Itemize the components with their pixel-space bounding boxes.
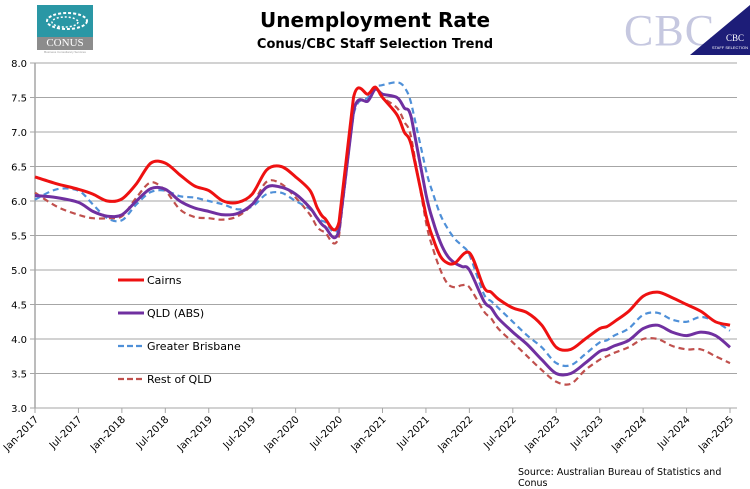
series-line-cairns: [34, 85, 731, 352]
y-tick-label: 3.0: [11, 404, 27, 415]
x-tick-label: Jan-2023: [522, 414, 562, 454]
x-tick-label: Jul-2021: [394, 414, 432, 452]
legend-label: Cairns: [147, 274, 182, 287]
y-axis-ticks: 3.0 3.5 4.0 4.5 5.0 5.5 6.0 6.5 7.0 7.5 8.0: [11, 59, 27, 415]
legend-label: Rest of QLD: [147, 373, 212, 386]
cbc-logo: CBC CBC STAFF SELECTION: [622, 5, 750, 55]
y-tick-label: 6.0: [11, 197, 27, 208]
y-tick-label: 4.5: [11, 301, 27, 312]
y-tick-label: 3.5: [11, 370, 27, 381]
x-tick-label: Jul-2023: [568, 414, 606, 452]
y-tick-label: 6.5: [11, 163, 27, 174]
conus-logo-text: CONUS: [37, 37, 93, 50]
y-tick-label: 4.0: [11, 335, 27, 346]
y-tick-label: 5.5: [11, 232, 27, 243]
chart-title: Unemployment Rate: [259, 8, 491, 32]
x-tick-label: Jan-2025: [696, 414, 736, 454]
conus-swirl-icon: [37, 5, 93, 37]
x-tick-label: Jan-2019: [175, 414, 215, 454]
x-tick-label: Jul-2018: [134, 414, 172, 452]
series-line-qld-abs: [34, 87, 731, 377]
gridlines: [30, 62, 737, 409]
y-tick-label: 7.0: [11, 128, 27, 139]
x-tick-label: Jul-2020: [308, 414, 346, 452]
x-axis-ticks: Jan-2017 Jul-2017 Jan-2018 Jul-2018 Jan-2019…: [1, 408, 736, 454]
series-lines: [34, 81, 731, 386]
conus-logo: CONUS Business Consultancy Services: [37, 5, 93, 54]
legend-label: QLD (ABS): [147, 307, 204, 320]
y-tick-label: 7.5: [11, 94, 27, 105]
x-tick-label: Jul-2017: [47, 414, 85, 452]
legend-item: QLD (ABS): [118, 307, 204, 320]
x-tick-label: Jul-2024: [655, 414, 693, 452]
cbc-badge-subtext: STAFF SELECTION: [711, 45, 748, 50]
x-tick-label: Jan-2018: [88, 414, 128, 454]
x-tick-label: Jan-2024: [609, 414, 649, 454]
legend-item: Cairns: [118, 274, 182, 287]
legend-item: Rest of QLD: [118, 373, 212, 386]
series-line-rest-of-qld: [34, 88, 731, 386]
legend-label: Greater Brisbane: [147, 340, 241, 353]
series-line-greater-brisbane: [34, 81, 731, 368]
y-tick-label: 5.0: [11, 266, 27, 277]
conus-tagline: Business Consultancy Services: [44, 50, 86, 54]
x-tick-label: Jul-2019: [221, 414, 259, 452]
x-tick-label: Jul-2022: [481, 414, 519, 452]
x-tick-label: Jan-2022: [436, 414, 476, 454]
legend: Cairns QLD (ABS) Greater Brisbane Rest of Q…: [118, 274, 241, 386]
x-tick-label: Jan-2021: [349, 414, 389, 454]
y-tick-label: 8.0: [11, 59, 27, 70]
legend-item: Greater Brisbane: [118, 340, 241, 353]
cbc-badge-text: CBC: [725, 33, 744, 43]
cbc-triangle-icon: [690, 5, 750, 55]
x-tick-label: Jan-2017: [1, 414, 41, 454]
x-tick-label: Jan-2020: [262, 414, 302, 454]
source-note: Source: Australian Bureau of Statistics …: [518, 467, 722, 489]
chart-subtitle: Conus/CBC Staff Selection Trend: [256, 37, 494, 52]
